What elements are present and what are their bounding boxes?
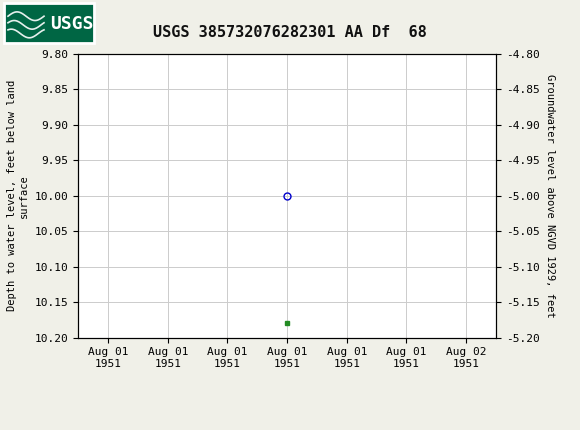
- Bar: [4, 3, 94, 43]
- Y-axis label: Depth to water level, feet below land
surface: Depth to water level, feet below land su…: [7, 80, 29, 311]
- Text: USGS 385732076282301 AA Df  68: USGS 385732076282301 AA Df 68: [153, 25, 427, 40]
- Text: USGS: USGS: [50, 15, 93, 33]
- Legend: Period of approved data: Period of approved data: [184, 428, 390, 430]
- Y-axis label: Groundwater level above NGVD 1929, feet: Groundwater level above NGVD 1929, feet: [545, 74, 555, 317]
